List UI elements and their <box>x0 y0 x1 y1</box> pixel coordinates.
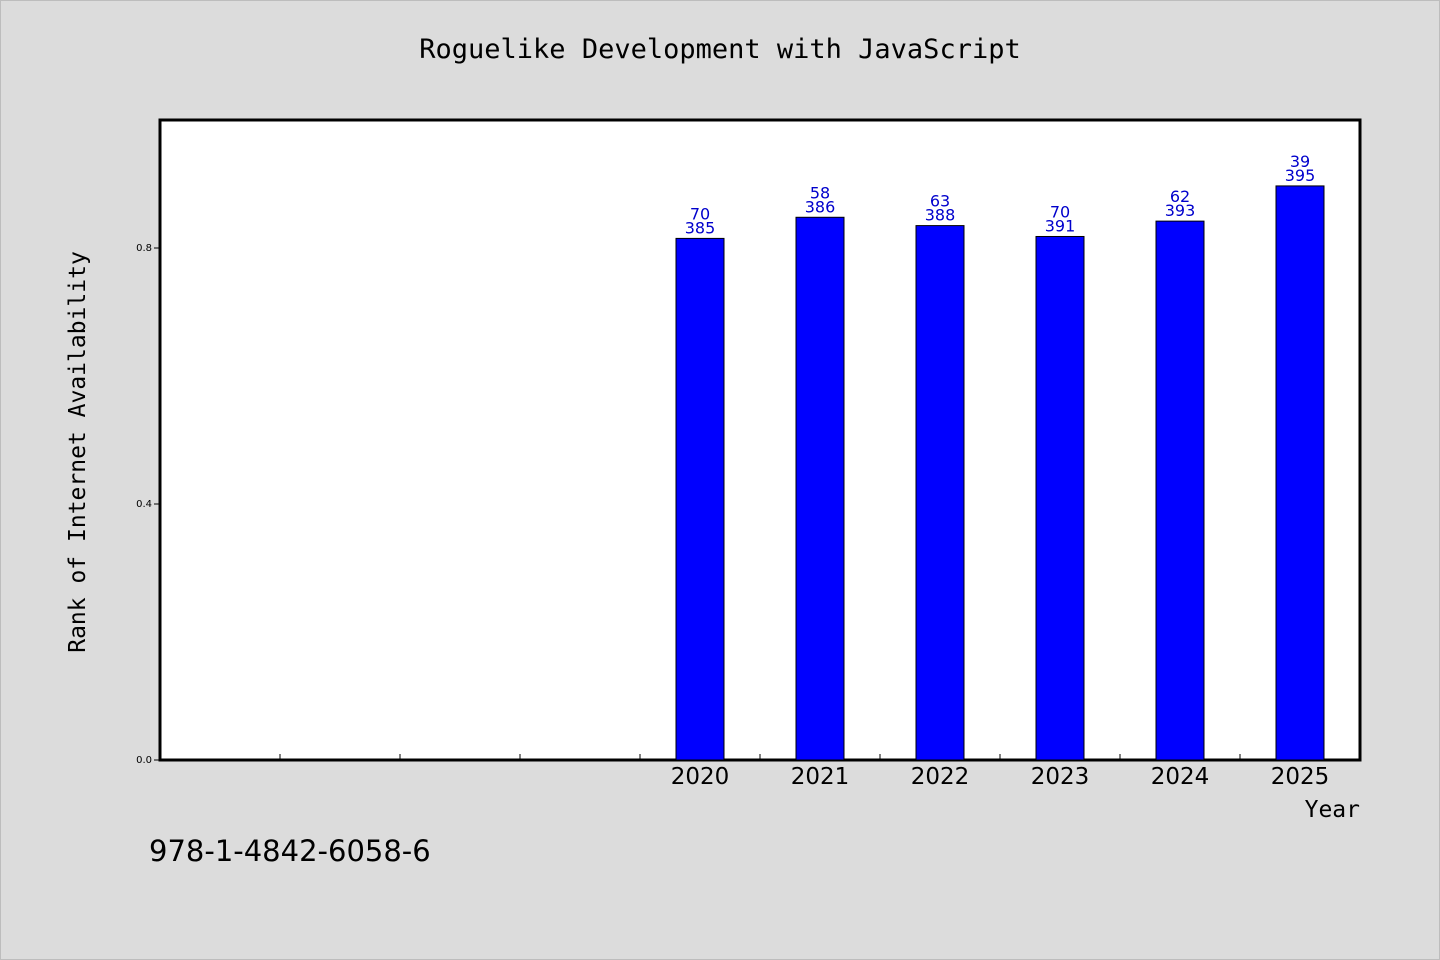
bar-label-bottom: 395 <box>1285 166 1316 185</box>
bar-label-bottom: 391 <box>1045 216 1076 235</box>
y-axis: 0.0 0.4 0.8 <box>136 243 160 766</box>
x-tick-label: 2022 <box>911 764 970 790</box>
bar <box>675 237 725 761</box>
bar-label-bottom: 386 <box>805 197 836 216</box>
y-tick-label: 0.8 <box>136 243 152 254</box>
bar-label-top: 58 <box>810 183 830 202</box>
bar-label-top: 70 <box>1050 202 1070 221</box>
y-axis-label: Rank of Internet Availability <box>65 251 91 653</box>
bar <box>915 225 965 761</box>
x-tick-label: 2023 <box>1031 764 1090 790</box>
isbn-caption: 978-1-4842-6058-6 <box>149 834 431 868</box>
bar-label-top: 62 <box>1170 187 1190 206</box>
y-tick-label: 0.0 <box>136 755 152 766</box>
bar <box>795 216 845 761</box>
bar-label-bottom: 385 <box>685 218 716 237</box>
bar-series <box>675 185 1325 761</box>
bar <box>1155 220 1205 761</box>
x-axis-label: Year <box>1305 797 1360 823</box>
bar-label-top: 70 <box>690 204 710 223</box>
bar-label-bottom: 393 <box>1165 201 1196 220</box>
x-tick-label: 2020 <box>671 764 730 790</box>
x-tick-label: 2025 <box>1271 764 1330 790</box>
bar-label-top: 39 <box>1290 152 1310 171</box>
bar <box>1275 185 1325 761</box>
chart-title: Roguelike Development with JavaScript <box>419 34 1021 65</box>
x-tick-label: 2021 <box>791 764 850 790</box>
bar <box>1035 235 1085 761</box>
x-tick-label: 2024 <box>1151 764 1210 790</box>
x-axis: 2020 2021 2022 2023 2024 2025 <box>279 754 1330 790</box>
bar-label-top: 63 <box>930 192 950 211</box>
bar-label-bottom: 388 <box>925 206 956 225</box>
y-tick-label: 0.4 <box>136 499 152 510</box>
